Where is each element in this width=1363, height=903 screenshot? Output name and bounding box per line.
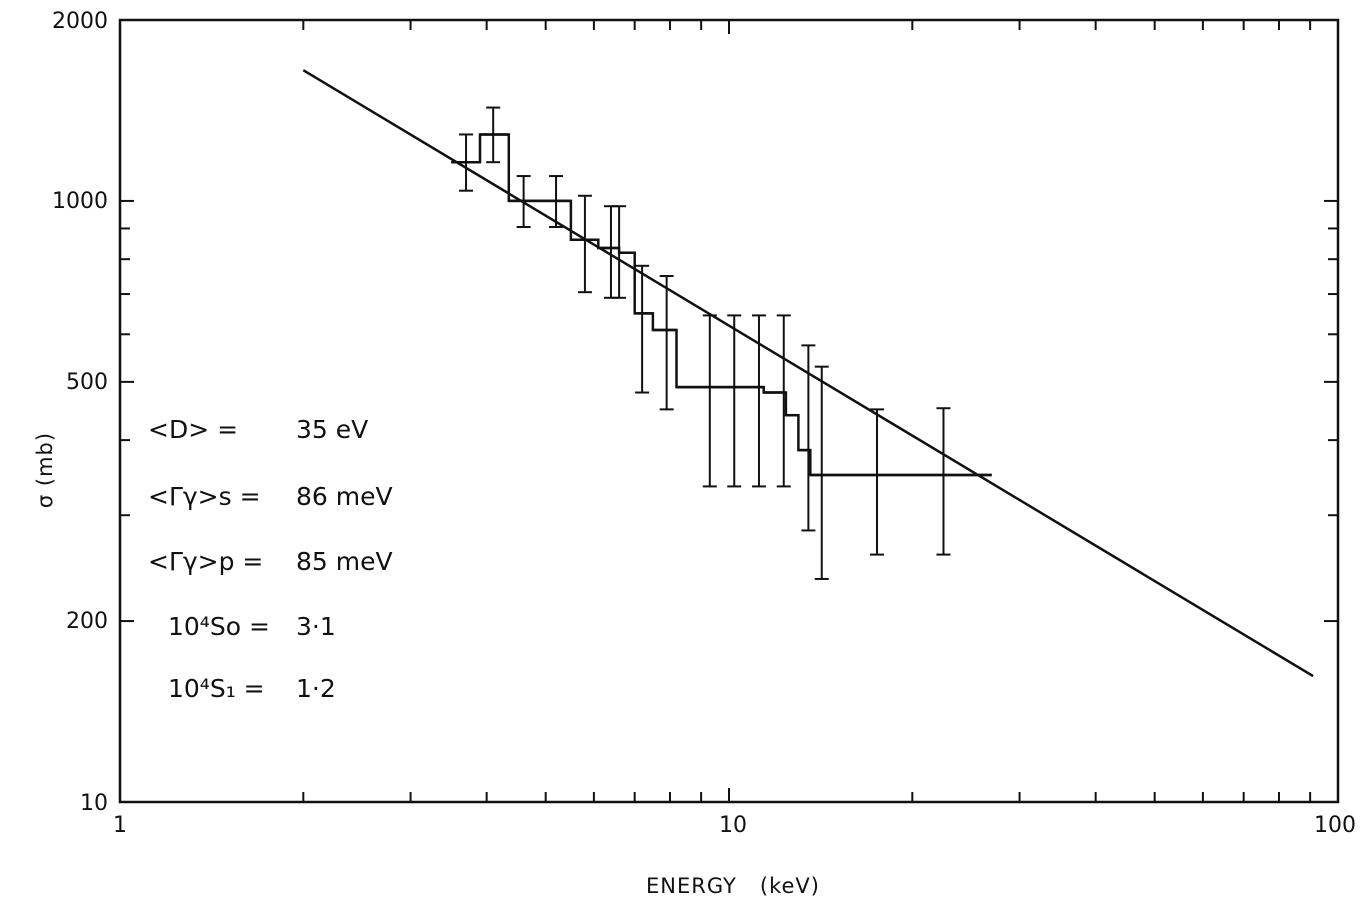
x-tick-label-100: 100 bbox=[1314, 813, 1356, 838]
param-d-lhs: <D> = bbox=[148, 415, 238, 444]
param-gamma-p-value: 85 meV bbox=[296, 547, 393, 576]
x-tick-label-1: 1 bbox=[113, 813, 127, 838]
param-gamma-s-value: 86 meV bbox=[296, 482, 393, 511]
histogram-outline bbox=[451, 135, 991, 476]
y-tick-label-2000: 2000 bbox=[52, 9, 108, 34]
y-axis-ticks bbox=[120, 20, 1338, 621]
param-s0-value: 3·1 bbox=[296, 612, 336, 641]
x-axis-ticks bbox=[303, 20, 1338, 802]
error-bar-layer bbox=[459, 108, 950, 579]
y-tick-label-1000: 1000 bbox=[52, 189, 108, 214]
y-axis-title: σ (mb) bbox=[33, 432, 57, 508]
param-gamma-p-lhs: <Γγ>p = bbox=[148, 547, 263, 576]
param-s0-lhs: 10⁴So = bbox=[168, 612, 270, 641]
x-axis-title: ENERGY (keV) bbox=[646, 874, 820, 898]
y-tick-label-200: 200 bbox=[66, 609, 108, 634]
param-s1-value: 1·2 bbox=[296, 674, 336, 703]
x-tick-label-10: 10 bbox=[719, 813, 747, 838]
y-tick-label-500: 500 bbox=[66, 370, 108, 395]
y-tick-label-10: 10 bbox=[80, 791, 108, 816]
parameter-annotations: <D> = 35 eV <Γγ>s = 86 meV <Γγ>p = 85 me… bbox=[148, 415, 393, 703]
histogram-layer bbox=[451, 135, 991, 476]
param-d-value: 35 eV bbox=[296, 415, 368, 444]
param-s1-lhs: 10⁴S₁ = bbox=[168, 674, 265, 703]
param-gamma-s-lhs: <Γγ>s = bbox=[148, 482, 261, 511]
